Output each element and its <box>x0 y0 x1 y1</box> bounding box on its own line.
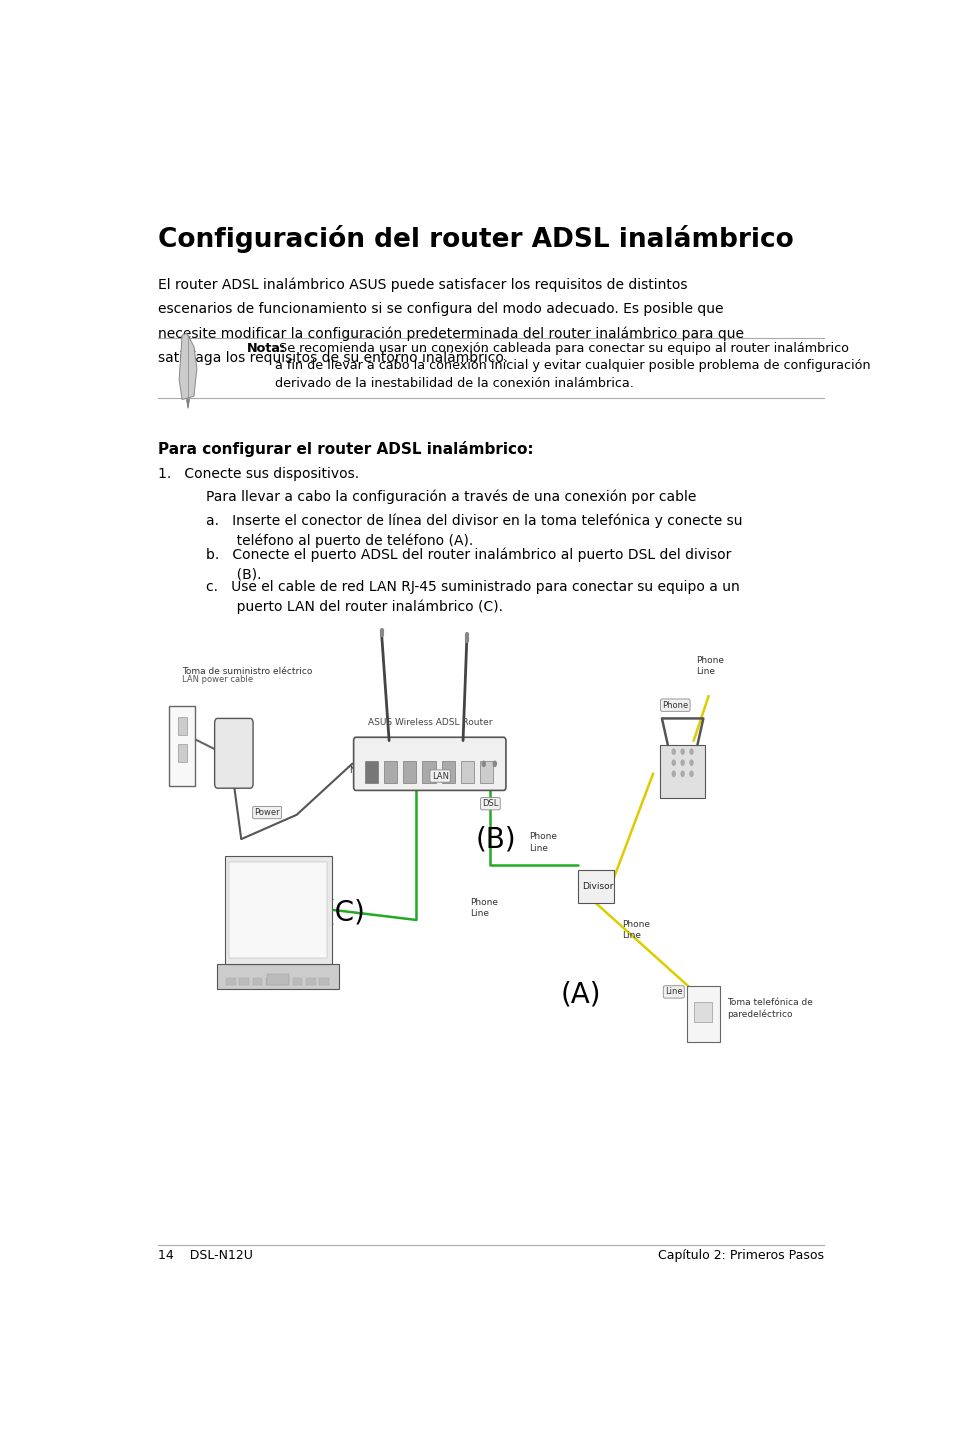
Text: a.   Inserte el conector de línea del divisor en la toma telefónica y conecte su: a. Inserte el conector de línea del divi… <box>206 513 742 548</box>
Text: Line: Line <box>664 988 681 997</box>
Text: b.   Conecte el puerto ADSL del router inalámbrico al puerto DSL del divisor
   : b. Conecte el puerto ADSL del router ina… <box>206 548 731 582</box>
Circle shape <box>679 759 684 766</box>
Circle shape <box>679 771 684 777</box>
Text: (B): (B) <box>476 825 517 853</box>
Text: Se recomienda usar un conexión cableada para conectar su equipo al router inalám: Se recomienda usar un conexión cableada … <box>274 342 869 390</box>
FancyBboxPatch shape <box>214 719 253 788</box>
Circle shape <box>671 748 676 755</box>
Bar <box>253 978 262 985</box>
Bar <box>177 718 187 735</box>
Text: LAN: LAN <box>431 772 448 781</box>
Text: necesite modificar la configuración predeterminada del router inalámbrico para q: necesite modificar la configuración pred… <box>158 326 743 341</box>
Circle shape <box>679 748 684 755</box>
Bar <box>441 761 455 782</box>
Bar <box>659 745 704 798</box>
Bar <box>226 978 235 985</box>
Bar <box>319 978 329 985</box>
Text: c.   Use el cable de red LAN RJ-45 suministrado para conectar su equipo a un
   : c. Use el cable de red LAN RJ-45 suminis… <box>206 580 740 614</box>
Circle shape <box>671 771 676 777</box>
Text: satisfaga los requisitos de su entorno inalámbrico.: satisfaga los requisitos de su entorno i… <box>158 351 508 365</box>
Bar <box>169 706 195 787</box>
Polygon shape <box>187 400 190 408</box>
Bar <box>177 743 187 762</box>
Bar <box>383 761 396 782</box>
Circle shape <box>689 759 693 766</box>
Bar <box>460 761 474 782</box>
Text: (A): (A) <box>560 981 601 1008</box>
Text: Configuración del router ADSL inalámbrico: Configuración del router ADSL inalámbric… <box>158 224 793 253</box>
Text: (C): (C) <box>324 899 365 926</box>
Text: Toma de suministro eléctrico: Toma de suministro eléctrico <box>182 667 313 676</box>
Text: DSL: DSL <box>481 800 498 808</box>
Bar <box>479 761 493 782</box>
Bar <box>403 761 416 782</box>
Text: Phone
Line: Phone Line <box>470 897 497 917</box>
Polygon shape <box>179 334 196 400</box>
Bar <box>217 965 339 988</box>
Circle shape <box>689 771 693 777</box>
Text: Toma telefónica de
paredeléctrico: Toma telefónica de paredeléctrico <box>726 998 812 1020</box>
Bar <box>422 761 436 782</box>
Text: 1.   Conecte sus dispositivos.: 1. Conecte sus dispositivos. <box>158 467 359 482</box>
Circle shape <box>689 748 693 755</box>
Text: LAN power cable: LAN power cable <box>182 674 253 684</box>
Bar <box>293 978 302 985</box>
Text: ASUS Wireless ADSL Router: ASUS Wireless ADSL Router <box>367 719 492 728</box>
Text: El router ADSL inalámbrico ASUS puede satisfacer los requisitos de distintos: El router ADSL inalámbrico ASUS puede sa… <box>158 278 687 292</box>
Text: Nota:: Nota: <box>246 342 285 355</box>
Bar <box>364 761 377 782</box>
Text: Phone
Line: Phone Line <box>696 656 723 676</box>
Bar <box>306 978 315 985</box>
Text: Power: Power <box>254 808 279 817</box>
Text: Divisor: Divisor <box>581 883 613 892</box>
Bar <box>224 856 332 965</box>
Bar <box>279 978 289 985</box>
Text: Phone
Line: Phone Line <box>621 920 649 940</box>
Text: Para configurar el router ADSL inalámbrico:: Para configurar el router ADSL inalámbri… <box>158 440 534 456</box>
Bar <box>239 978 249 985</box>
Bar <box>267 974 289 985</box>
Text: escenarios de funcionamiento si se configura del modo adecuado. Es posible que: escenarios de funcionamiento si se confi… <box>158 302 723 316</box>
Text: Para llevar a cabo la configuración a través de una conexión por cable: Para llevar a cabo la configuración a tr… <box>206 489 696 503</box>
Bar <box>578 870 613 903</box>
FancyBboxPatch shape <box>354 738 505 791</box>
Circle shape <box>492 761 497 766</box>
Text: 14    DSL-N12U: 14 DSL-N12U <box>158 1250 253 1263</box>
Circle shape <box>481 761 485 766</box>
Text: Phone
Line: Phone Line <box>529 833 557 853</box>
Bar <box>694 1002 712 1022</box>
Text: Network
cable: Network cable <box>349 766 387 787</box>
Circle shape <box>671 759 676 766</box>
Text: Capítulo 2: Primeros Pasos: Capítulo 2: Primeros Pasos <box>658 1250 823 1263</box>
Bar <box>686 986 719 1041</box>
Text: Phone: Phone <box>661 700 688 709</box>
Bar <box>266 978 275 985</box>
Bar <box>229 863 327 958</box>
